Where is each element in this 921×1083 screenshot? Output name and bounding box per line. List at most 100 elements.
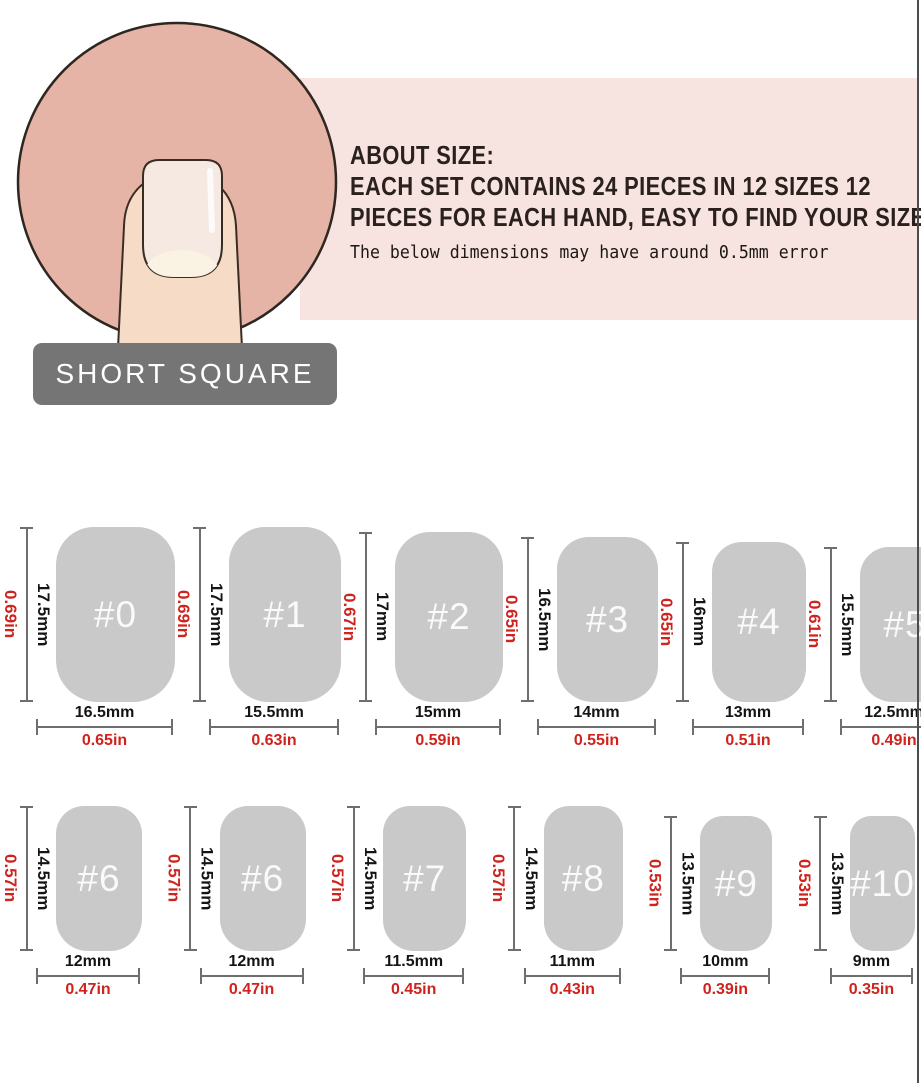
width-dimension-line [375, 719, 501, 735]
width-inch-label: 0.59in [415, 732, 461, 749]
width-dimension-line [840, 719, 921, 735]
short-square-nail-illustration-icon [16, 21, 338, 348]
width-measure: 10mm 0.39in [680, 953, 771, 999]
height-inch-label: 0.57in [488, 854, 508, 903]
height-inch-label: 0.53in [645, 859, 665, 908]
height-measure: 0.57in 14.5mm [1, 806, 53, 951]
nail-with-height-measure: 0.53in 13.5mm #9 [645, 816, 773, 951]
width-dimension-line [680, 968, 771, 984]
nail-size-number: #9 [714, 862, 758, 904]
height-mm-label: 14.5mm [34, 846, 53, 911]
width-dimension-line [692, 719, 804, 735]
width-mm-label: 11.5mm [384, 953, 444, 970]
width-mm-label: 10mm [702, 953, 749, 970]
width-inch-label: 0.47in [65, 981, 111, 998]
height-dimension-line [813, 816, 827, 951]
size-cell: 0.53in 13.5mm #9 10mm 0.39in [645, 816, 773, 999]
nail-with-height-measure: 0.57in 14.5mm #8 [488, 806, 623, 951]
nail-shape: #0 [56, 527, 175, 702]
height-dimension-line [359, 532, 372, 702]
height-dimension-line [521, 537, 534, 702]
width-measure: 11mm 0.43in [523, 953, 621, 999]
nail-size-number: #4 [737, 601, 781, 642]
nail-size-number: #8 [561, 857, 605, 899]
width-inch-label: 0.39in [702, 981, 749, 998]
nail-size-number: #3 [585, 598, 630, 640]
width-mm-label: 15mm [414, 704, 462, 721]
nail-size-number: #10 [850, 862, 915, 904]
nail-with-height-measure: 0.69in 17.5mm #1 [174, 527, 341, 702]
about-title: ABOUT SIZE: [350, 140, 495, 170]
nail-highlight [207, 168, 215, 233]
width-measure: 12mm 0.47in [36, 953, 140, 999]
size-chart-row-1: 0.69in 17.5mm #0 16.5mm 0.65in 0.69in 17… [1, 527, 921, 750]
about-line-2: PIECES FOR EACH HAND, EASY TO FIND YOUR … [350, 202, 921, 232]
size-cell: 0.57in 14.5mm #8 11mm 0.43in [488, 806, 623, 999]
height-dimension-line [20, 527, 33, 702]
height-dimension-line [676, 542, 689, 702]
width-measure: 16.5mm 0.65in [36, 704, 173, 750]
width-dimension-line [829, 968, 913, 984]
nail-with-height-measure: 0.67in 17mm #2 [340, 532, 503, 702]
width-dimension-line [537, 719, 656, 735]
height-inch-label: 0.53in [794, 859, 814, 908]
height-dimension-line [824, 547, 837, 702]
height-inch-label: 0.57in [164, 854, 184, 903]
size-cell: 0.65in 16.5mm #3 14mm 0.55in [502, 537, 658, 750]
width-measure: 11.5mm 0.45in [363, 953, 465, 999]
height-mm-label: 13.5mm [827, 851, 847, 916]
width-inch-label: 0.35in [848, 981, 895, 998]
size-cell: 0.67in 17mm #2 15mm 0.59in [340, 532, 503, 750]
width-inch-label: 0.45in [391, 981, 437, 998]
size-cell: 0.69in 17.5mm #1 15.5mm 0.63in [174, 527, 341, 750]
height-mm-label: 15.5mm [838, 592, 857, 657]
nail-size-number: #5 [883, 603, 921, 645]
height-measure: 0.69in 17.5mm [174, 527, 226, 702]
width-measure: 14mm 0.55in [537, 704, 656, 750]
size-cell: 0.57in 14.5mm #6 12mm 0.47in [164, 806, 306, 999]
height-mm-label: 17.5mm [207, 582, 226, 647]
height-dimension-line [183, 806, 197, 951]
width-dimension-line [209, 719, 339, 735]
size-chart-row-2: 0.57in 14.5mm #6 12mm 0.47in 0.57in 14.5… [1, 806, 915, 999]
width-measure: 9mm 0.35in [829, 953, 913, 999]
tolerance-note: The below dimensions may have around 0.5… [350, 242, 829, 263]
width-mm-label: 9mm [852, 953, 891, 970]
height-mm-label: 13.5mm [678, 851, 698, 916]
width-mm-label: 13mm [724, 704, 772, 721]
nail-shape: #1 [229, 527, 341, 702]
nail-shape: #8 [543, 806, 623, 951]
nail-shape: #6 [56, 806, 142, 951]
size-cell: 0.57in 14.5mm #6 12mm 0.47in [1, 806, 142, 999]
width-inch-label: 0.47in [228, 981, 275, 998]
nail-with-height-measure: 0.69in 17.5mm #0 [1, 527, 175, 702]
style-name-badge: SHORT SQUARE [33, 343, 337, 405]
width-dimension-line [36, 719, 173, 735]
nail-shape: #9 [700, 816, 773, 951]
about-size-text-block: ABOUT SIZE: EACH SET CONTAINS 24 PIECES … [350, 140, 921, 263]
size-cell: 0.53in 13.5mm #10 9mm 0.35in [794, 816, 915, 999]
width-mm-label: 11mm [549, 953, 595, 970]
nail-shape: #7 [383, 806, 467, 951]
width-mm-label: 15.5mm [244, 704, 304, 721]
nail-shape: #5 [860, 547, 921, 702]
width-dimension-line [523, 968, 621, 984]
width-inch-label: 0.65in [81, 732, 128, 749]
nail-shape: #3 [557, 537, 658, 702]
height-dimension-line [20, 806, 33, 951]
height-mm-label: 14.5mm [361, 846, 381, 911]
height-measure: 0.57in 14.5mm [488, 806, 541, 951]
nail-with-height-measure: 0.65in 16.5mm #3 [502, 537, 658, 702]
width-mm-label: 16.5mm [74, 704, 135, 721]
nail-size-number: #6 [77, 857, 121, 899]
width-inch-label: 0.63in [251, 732, 297, 749]
width-inch-label: 0.49in [871, 732, 917, 749]
height-inch-label: 0.69in [174, 590, 193, 639]
height-mm-label: 17mm [373, 592, 392, 642]
width-mm-label: 12mm [64, 953, 112, 970]
height-mm-label: 17.5mm [34, 582, 53, 647]
width-inch-label: 0.43in [549, 981, 595, 998]
width-measure: 12mm 0.47in [199, 953, 304, 999]
width-measure: 13mm 0.51in [692, 704, 804, 750]
size-cell: 0.57in 14.5mm #7 11.5mm 0.45in [328, 806, 467, 999]
